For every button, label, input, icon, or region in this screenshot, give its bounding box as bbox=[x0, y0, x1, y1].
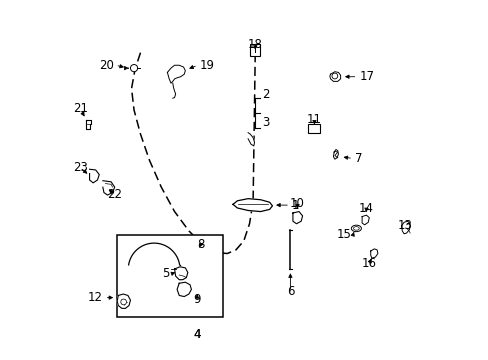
Polygon shape bbox=[333, 149, 338, 159]
Polygon shape bbox=[102, 181, 115, 195]
Text: 22: 22 bbox=[107, 188, 122, 201]
Text: 4: 4 bbox=[193, 328, 201, 341]
Text: 17: 17 bbox=[359, 70, 373, 83]
Polygon shape bbox=[401, 221, 409, 234]
Text: 1: 1 bbox=[291, 199, 299, 212]
Text: 9: 9 bbox=[193, 293, 201, 306]
Text: 2: 2 bbox=[261, 88, 269, 101]
Polygon shape bbox=[247, 133, 254, 146]
Text: 6: 6 bbox=[286, 285, 294, 298]
Text: 12: 12 bbox=[88, 291, 102, 304]
Text: 23: 23 bbox=[73, 161, 87, 174]
Polygon shape bbox=[174, 267, 187, 280]
Text: 10: 10 bbox=[289, 197, 305, 210]
Polygon shape bbox=[89, 169, 99, 183]
Text: 14: 14 bbox=[358, 202, 373, 215]
FancyBboxPatch shape bbox=[307, 124, 319, 134]
Text: 3: 3 bbox=[261, 116, 268, 129]
Text: 19: 19 bbox=[199, 59, 214, 72]
Polygon shape bbox=[233, 199, 272, 212]
Text: 8: 8 bbox=[197, 238, 204, 251]
Polygon shape bbox=[117, 294, 130, 309]
Text: 4: 4 bbox=[193, 328, 201, 341]
Text: 16: 16 bbox=[361, 257, 376, 270]
Bar bbox=[117, 235, 223, 317]
Text: 21: 21 bbox=[73, 103, 87, 116]
Text: 5: 5 bbox=[162, 267, 169, 280]
Polygon shape bbox=[362, 215, 368, 225]
Text: 18: 18 bbox=[247, 38, 262, 51]
Ellipse shape bbox=[351, 225, 361, 231]
Text: 13: 13 bbox=[397, 219, 412, 233]
Circle shape bbox=[130, 64, 137, 72]
Polygon shape bbox=[370, 249, 377, 258]
Circle shape bbox=[331, 73, 337, 79]
Text: 20: 20 bbox=[99, 59, 113, 72]
Text: 11: 11 bbox=[306, 113, 321, 126]
Polygon shape bbox=[177, 282, 191, 297]
Text: 15: 15 bbox=[336, 228, 351, 241]
Circle shape bbox=[121, 299, 126, 305]
Polygon shape bbox=[329, 72, 340, 81]
Text: 7: 7 bbox=[354, 152, 362, 165]
Ellipse shape bbox=[353, 226, 359, 230]
Polygon shape bbox=[292, 212, 302, 224]
Polygon shape bbox=[86, 120, 91, 129]
FancyBboxPatch shape bbox=[250, 44, 259, 56]
Polygon shape bbox=[167, 65, 185, 83]
